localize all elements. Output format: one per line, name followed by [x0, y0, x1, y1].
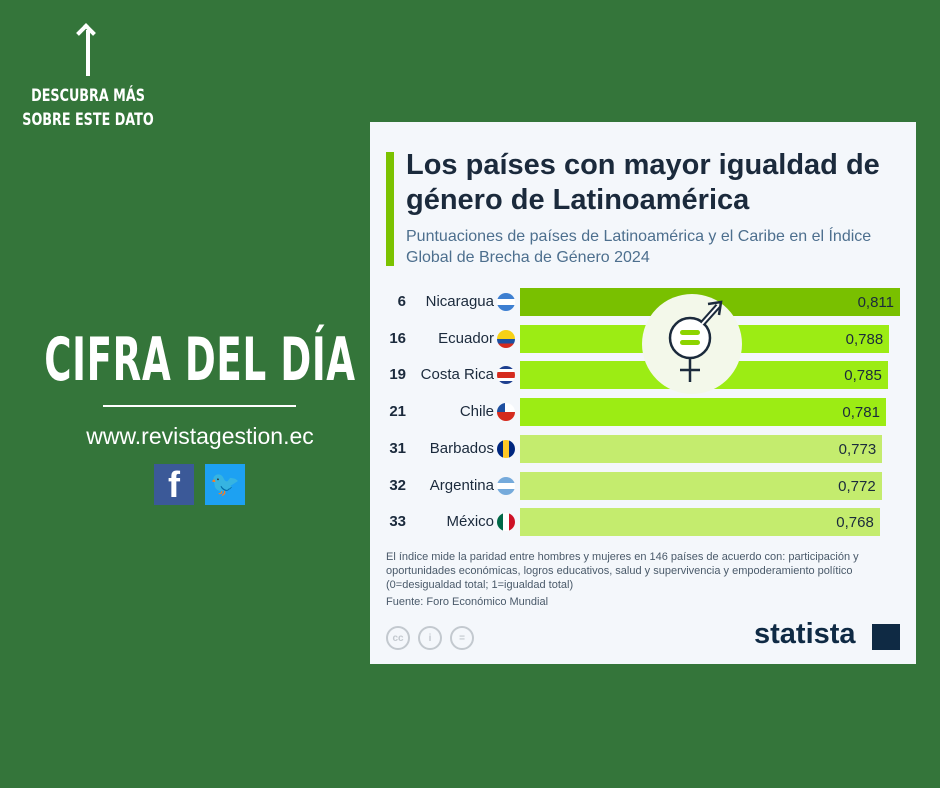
bar: 0,781: [520, 398, 886, 427]
value-label: 0,811: [857, 294, 894, 311]
rank-label: 31: [389, 439, 406, 457]
rank-label: 21: [389, 403, 406, 421]
value-label: 0,785: [844, 367, 882, 385]
bar: 0,768: [520, 508, 880, 537]
flag-icon: [497, 403, 515, 422]
value-label: 0,772: [838, 477, 876, 495]
arrow-up-icon: [86, 30, 90, 76]
category-label: Argentina: [429, 476, 494, 494]
category-label: Barbados: [429, 439, 494, 457]
twitter-icon[interactable]: 🐦: [205, 464, 245, 505]
statista-logo-mark: [872, 624, 900, 650]
flag-icon: [497, 439, 515, 458]
flag-icon: [497, 329, 515, 348]
flag-icon: [497, 476, 515, 495]
bar: 0,773: [520, 434, 883, 463]
rank-label: 33: [389, 513, 406, 531]
category-label: Costa Rica: [420, 366, 494, 384]
bar-row: 21 Chile 0,781: [370, 398, 916, 427]
chart-card: Los países con mayor igualdad de género …: [370, 122, 916, 664]
value-label: 0,788: [845, 330, 884, 348]
flag-icon: [497, 513, 515, 532]
rank-label: 6: [397, 293, 406, 310]
footnote: El índice mide la paridad entre hombres …: [386, 551, 859, 591]
category-label: México: [446, 513, 494, 531]
headline: CIFRA DEL DÍA: [44, 325, 356, 395]
source: Fuente: Foro Económico Mundial: [386, 596, 549, 608]
chart-subtitle: Puntuaciones de países de Latinoamérica …: [406, 228, 872, 266]
rank-label: 19: [389, 366, 406, 384]
statista-logo[interactable]: statista: [754, 618, 856, 650]
value-label: 0,781: [842, 404, 880, 422]
discover-more-link[interactable]: DESCUBRA MÁS SOBRE ESTE DATO: [22, 86, 154, 130]
flag-icon: [497, 293, 515, 311]
cc-icon[interactable]: cc: [386, 626, 410, 650]
website-link[interactable]: www.revistagestion.ec: [86, 423, 314, 449]
attribution-icon[interactable]: i: [418, 626, 442, 650]
divider: [103, 405, 296, 407]
bar-row: 33 México 0,768: [370, 508, 916, 537]
category-label: Nicaragua: [425, 293, 494, 310]
flag-icon: [497, 366, 515, 385]
value-label: 0,768: [836, 514, 874, 532]
gender-equality-icon: [642, 294, 742, 394]
no-derivatives-icon[interactable]: =: [450, 626, 474, 650]
bar-row: 32 Argentina 0,772: [370, 471, 916, 500]
rank-label: 32: [389, 476, 406, 494]
bar: 0,772: [520, 471, 882, 500]
category-label: Ecuador: [438, 329, 494, 347]
facebook-icon[interactable]: f: [154, 464, 194, 505]
title-accent: [386, 152, 394, 266]
chart-title: Los países con mayor igualdad de género …: [406, 149, 880, 216]
bar-row: 31 Barbados 0,773: [370, 434, 916, 463]
category-label: Chile: [459, 403, 494, 421]
rank-label: 16: [389, 329, 406, 347]
footnotes: El índice mide la paridad entre hombres …: [386, 550, 906, 609]
value-label: 0,773: [838, 440, 877, 458]
